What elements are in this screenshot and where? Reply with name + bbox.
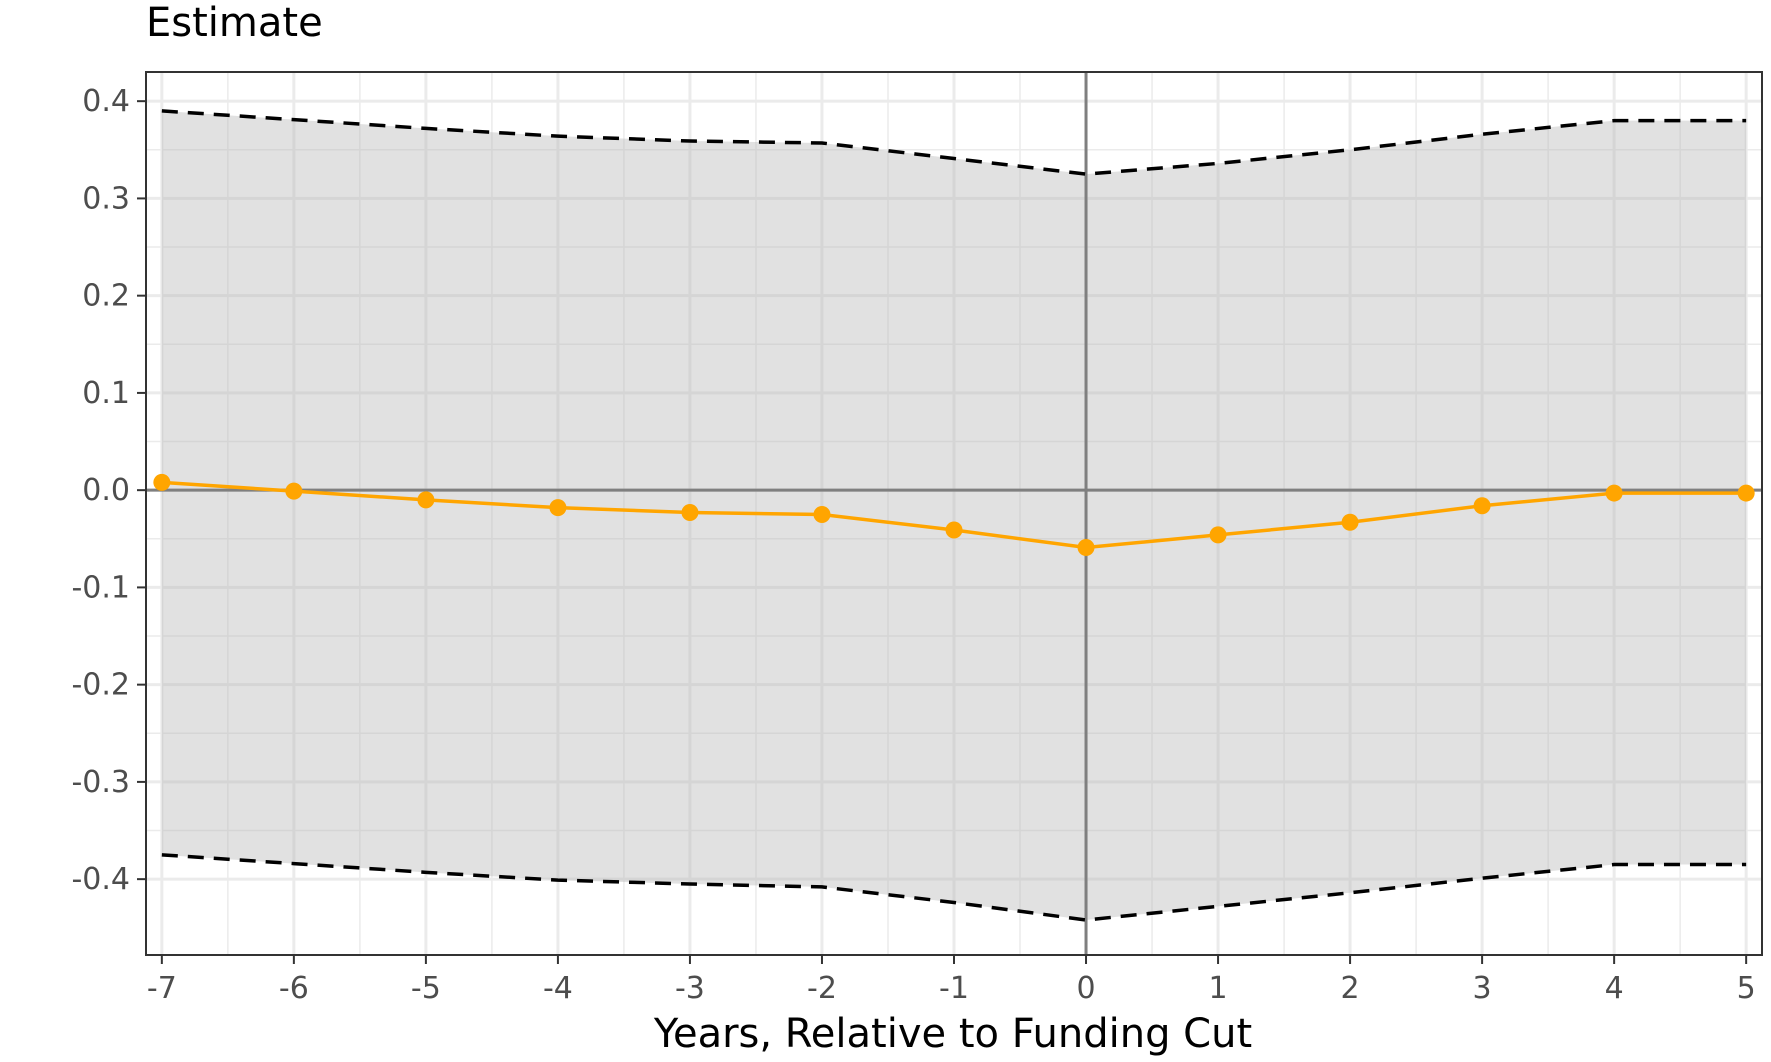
y-tick-label: -0.1 — [71, 570, 130, 605]
y-tick-label: -0.3 — [71, 765, 130, 800]
x-tick-label: 4 — [1605, 971, 1624, 1006]
estimate-point — [417, 491, 435, 509]
x-tick-label: -7 — [147, 971, 177, 1006]
x-tick-label: 5 — [1737, 971, 1756, 1006]
x-tick-label: -4 — [543, 971, 573, 1006]
x-tick-label: -6 — [279, 971, 309, 1006]
y-tick-label: 0.3 — [82, 181, 130, 216]
estimate-point — [1209, 526, 1227, 544]
x-axis: -7 -6 -5 -4 -3 -2 -1 0 1 2 3 4 5 — [147, 955, 1756, 1006]
confidence-band-area — [161, 110, 1747, 920]
chart-title: Estimate — [146, 0, 323, 46]
x-tick-label: 2 — [1341, 971, 1360, 1006]
y-tick-label: 0.2 — [82, 279, 130, 314]
estimate-series — [153, 473, 1755, 557]
estimate-point — [1077, 539, 1095, 557]
x-tick-label: -5 — [411, 971, 441, 1006]
estimate-point — [1737, 484, 1755, 502]
estimate-point — [153, 473, 171, 491]
estimate-point — [681, 504, 699, 522]
y-tick-label: -0.4 — [71, 862, 130, 897]
confidence-bound-lines — [161, 109, 1747, 922]
estimate-point — [813, 505, 831, 523]
y-tick-label: 0.1 — [82, 376, 130, 411]
y-tick-label: 0.4 — [82, 84, 130, 119]
x-tick-label: -3 — [675, 971, 705, 1006]
upper-bound-line — [161, 109, 1747, 176]
lower-bound-line — [161, 853, 1747, 922]
confidence-band — [161, 110, 1747, 920]
estimate-point — [945, 521, 963, 539]
reference-lines — [146, 72, 1762, 955]
x-tick-label: 1 — [1209, 971, 1228, 1006]
x-tick-label: -1 — [939, 971, 969, 1006]
x-axis-title: Years, Relative to Funding Cut — [653, 1011, 1252, 1057]
x-tick-label: 3 — [1473, 971, 1492, 1006]
x-tick-label: 0 — [1076, 971, 1095, 1006]
estimate-point — [1605, 484, 1623, 502]
y-axis: 0.4 0.3 0.2 0.1 0.0 -0.1 -0.2 -0.3 -0.4 — [71, 84, 146, 897]
x-tick-label: -2 — [807, 971, 837, 1006]
estimate-point — [285, 482, 303, 500]
y-tick-label: -0.2 — [71, 668, 130, 703]
estimate-point — [1341, 513, 1359, 531]
y-tick-label: 0.0 — [82, 473, 130, 508]
estimate-point — [1473, 497, 1491, 515]
estimate-point — [549, 499, 567, 517]
